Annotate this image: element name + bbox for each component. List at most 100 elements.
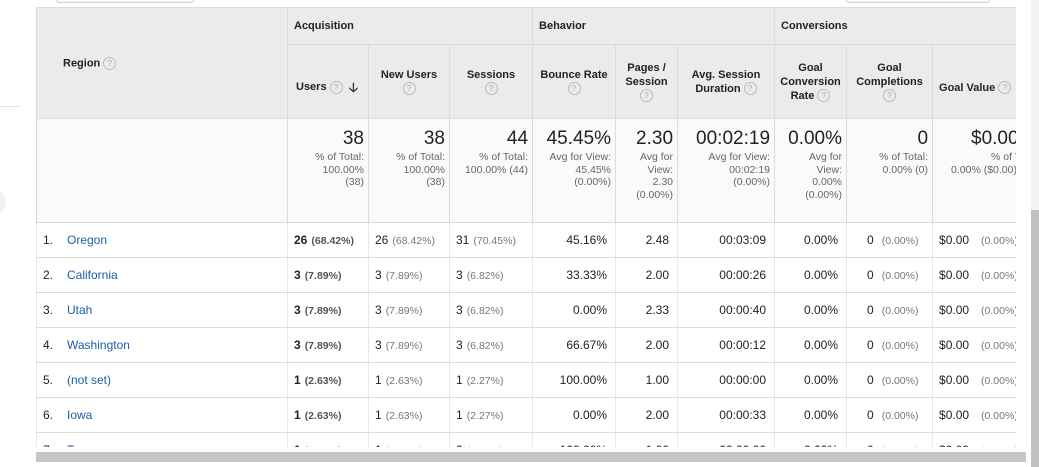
goal-conv-cell: 0.00% [774,432,848,447]
new-users-column-header[interactable]: New Users ? [368,44,450,119]
goal-conv-header-label-1: Goal [798,61,823,74]
region-link[interactable]: California [67,268,118,282]
help-icon[interactable]: ? [817,89,831,103]
bounce-rate-cell: 45.16% [532,222,617,258]
totals-goal-conv-value: 0.00% [788,128,843,149]
goal-comp-value: 0 [867,233,874,247]
totals-avg-duration-sub-3: (0.00%) [733,176,771,188]
users-value: 3 [294,303,301,317]
sessions-header-label: Sessions [466,68,516,81]
region-link[interactable]: Iowa [67,408,93,422]
sessions-cell: 1 (2.27%) [448,397,534,433]
goal-completions-column-header[interactable]: Goal Completions ? [846,44,934,119]
table-row[interactable]: 6. Iowa 1 (2.63%) 1 (2.63%) 1 (2.27%) 0.00% 2.00 0… [36,397,1016,433]
goal-conv-cell: 0.00% [774,292,848,328]
sessions-cell: 1 (2.27%) [448,362,534,398]
totals-sessions: 44 % of Total: 100.00% (44) [448,118,534,223]
pages-session-cell: 2.00 [615,257,679,293]
help-icon[interactable]: ? [998,81,1012,95]
users-column-header[interactable]: Users ? 🡣 [287,44,369,119]
users-value: 3 [294,268,301,282]
goal-value-percent: (0.00%) [981,340,1016,352]
table-row[interactable]: 1. Oregon 26 (68.42%) 26 (68.42%) 31 (70.45%) 45… [36,222,1016,258]
totals-users-value: 38 [342,128,364,149]
users-percent: (2.63%) [304,375,342,387]
table-row[interactable]: 5. (not set) 1 (2.63%) 1 (2.63%) 1 (2.27%) 100.0… [36,362,1016,398]
table-row[interactable]: 7.Tennessee 1 (2.63%) 1 (2.63%) 2 (4.55%) 100.0… [36,432,1016,447]
row-rank: 7. [43,443,67,447]
top-control-left[interactable] [56,0,194,3]
totals-goal-comp: 0 % of Total: 0.00% (0) [846,118,934,223]
sidebar-collapse-handle[interactable] [0,188,6,216]
totals-bounce-rate-sub-1: Avg for View: [549,151,612,163]
pages-session-cell: 2.00 [615,397,679,433]
region-link[interactable]: (not set) [67,373,112,387]
help-icon[interactable]: ? [103,56,117,70]
totals-avg-duration-value: 00:02:19 [696,128,771,149]
sessions-cell: 3 (6.82%) [448,292,534,328]
goal-comp-value: 0 [867,268,874,282]
totals-sessions-sub-2: 100.00% (44) [464,163,529,176]
goal-comp-percent: (0.00%) [881,340,919,352]
avg-session-duration-column-header[interactable]: Avg. Session Duration ? [677,44,776,119]
totals-pages-session-sub-2: View: [647,163,674,176]
new-users-percent: (2.63%) [385,410,423,422]
help-icon[interactable]: ? [640,89,654,103]
goal-conversion-rate-column-header[interactable]: Goal Conversion Rate ? [774,44,848,119]
goal-value-cell: $0.00 (0.00%) [932,362,1016,398]
pages-session-column-header[interactable]: Pages / Session ? [615,44,679,119]
totals-users-sub-3: (38) [345,176,364,188]
sessions-percent: (70.45%) [473,235,516,247]
totals-new-users-sub-3: (38) [426,176,445,188]
totals-sessions-value: 44 [506,128,529,149]
goal-value-percent: (0.00%) [981,410,1016,422]
acquisition-group-header: Acquisition [286,7,534,45]
vertical-scrollbar-thumb[interactable] [1031,210,1039,467]
region-report-table: Region ? Acquisition Behavior Conversion… [36,7,1016,447]
help-icon[interactable]: ? [567,82,581,96]
goal-comp-cell: 0 (0.00%) [846,257,934,293]
region-link[interactable]: Utah [67,303,93,317]
users-cell: 3 (7.89%) [287,257,369,293]
totals-bounce-rate: 45.45% Avg for View: 45.45% (0.00%) [532,118,617,223]
table-row[interactable]: 4. Washington 3 (7.89%) 3 (7.89%) 3 (6.82%) 66.6… [36,327,1016,363]
help-icon[interactable]: ? [484,82,498,96]
horizontal-scrollbar-thumb[interactable] [36,452,1026,462]
top-control-right[interactable] [846,0,990,3]
help-icon[interactable]: ? [883,89,897,103]
sessions-percent: (6.82%) [466,270,504,282]
help-icon[interactable]: ? [329,81,343,95]
totals-avg-duration-sub-2: 00:02:19 [729,163,771,176]
report-table-container: Region ? Acquisition Behavior Conversion… [36,7,1016,447]
goal-value-cell: $0.00 (0.00%) [932,257,1016,293]
sort-descending-icon[interactable]: 🡣 [348,79,359,95]
table-row[interactable]: 2. California 3 (7.89%) 3 (7.89%) 3 (6.82%) 33.3… [36,257,1016,293]
behavior-group-header: Behavior [532,7,776,45]
new-users-cell: 3 (7.89%) [368,327,450,363]
help-icon[interactable]: ? [743,82,757,96]
help-icon[interactable]: ? [402,82,416,96]
new-users-value: 1 [375,443,382,447]
goal-value-cell: $0.00 (0.00%) [932,327,1016,363]
totals-avg-duration-sub-1: Avg for View: [708,151,771,163]
goal-value-column-header[interactable]: Goal Value ? [932,44,1016,119]
pages-session-cell: 1.00 [615,362,679,398]
goal-comp-header-label-1: Goal [877,61,902,74]
goal-comp-cell: 0 (0.00%) [846,432,934,447]
users-value: 3 [294,338,301,352]
goal-comp-percent: (0.00%) [882,445,919,447]
goal-comp-percent: (0.00%) [881,270,919,282]
new-users-percent: (2.63%) [386,445,423,447]
users-percent: (7.89%) [304,305,342,317]
region-link[interactable]: Oregon [67,233,108,247]
region-link[interactable]: Tennessee [67,443,125,447]
users-value: 1 [294,408,301,422]
new-users-percent: (7.89%) [385,340,423,352]
goal-comp-value: 0 [867,373,874,387]
goal-comp-cell: 0 (0.00%) [846,397,934,433]
bounce-rate-column-header[interactable]: Bounce Rate ? [532,44,617,119]
table-row[interactable]: 3. Utah 3 (7.89%) 3 (7.89%) 3 (6.82%) 0.00% 2.33 0… [36,292,1016,328]
totals-pages-session-sub-3: 2.30 [652,176,674,188]
region-link[interactable]: Washington [67,338,130,352]
sessions-column-header[interactable]: Sessions ? [448,44,534,119]
